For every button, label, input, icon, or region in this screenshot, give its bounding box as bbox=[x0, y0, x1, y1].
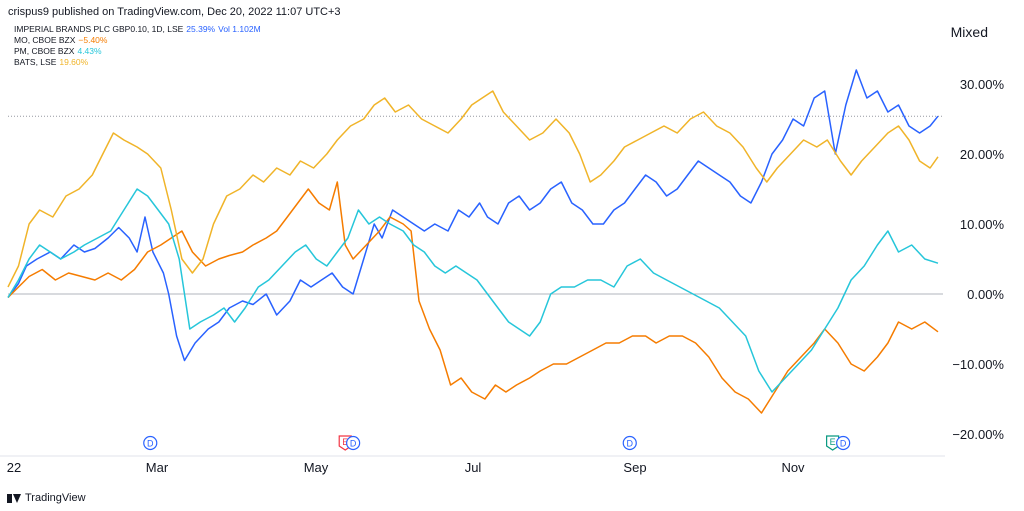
legend-row[interactable]: MO, CBOE BZX −5.40% bbox=[14, 35, 261, 46]
x-tick-label: May bbox=[304, 460, 329, 475]
dividend-icon bbox=[836, 435, 851, 451]
marker-label: D bbox=[350, 439, 357, 449]
legend-row[interactable]: BATS, LSE 19.60% bbox=[14, 57, 261, 68]
dividend-icon bbox=[622, 435, 637, 451]
x-tick-label: Sep bbox=[623, 460, 646, 475]
marker-label: E bbox=[830, 437, 836, 447]
scale-mode-label[interactable]: Mixed bbox=[950, 24, 988, 40]
legend-label: MO, CBOE BZX bbox=[14, 35, 76, 45]
x-tick-label: Mar bbox=[146, 460, 169, 475]
dividend-marker[interactable]: D bbox=[622, 435, 637, 451]
marker-label: D bbox=[147, 439, 154, 449]
legend-label: BATS, LSE bbox=[14, 57, 57, 67]
x-tick-label: Nov bbox=[781, 460, 805, 475]
legend-row[interactable]: PM, CBOE BZX 4.43% bbox=[14, 46, 261, 57]
y-tick-label: 10.00% bbox=[960, 217, 1005, 232]
y-tick-label: −10.00% bbox=[952, 357, 1004, 372]
legend-volume: Vol 1.102M bbox=[218, 24, 261, 34]
tradingview-logo-icon bbox=[7, 493, 21, 503]
marker-label: E bbox=[342, 437, 348, 447]
y-tick-label: 0.00% bbox=[967, 287, 1004, 302]
legend: IMPERIAL BRANDS PLC GBP0.10, 1D, LSE 25.3… bbox=[14, 24, 261, 68]
dividend-marker[interactable]: D bbox=[143, 435, 158, 451]
legend-value: 4.43% bbox=[77, 46, 102, 56]
legend-label: PM, CBOE BZX bbox=[14, 46, 75, 56]
legend-value: 19.60% bbox=[59, 57, 89, 67]
series-line-0 bbox=[7, 69, 939, 362]
footer-brand[interactable]: TradingView bbox=[7, 492, 86, 504]
legend-value: −5.40% bbox=[78, 35, 108, 45]
legend-value: 25.39% bbox=[186, 24, 216, 34]
publish-header: crispus9 published on TradingView.com, D… bbox=[8, 6, 341, 18]
earnings-marker[interactable]: E bbox=[826, 435, 840, 451]
legend-row[interactable]: IMPERIAL BRANDS PLC GBP0.10, 1D, LSE 25.3… bbox=[14, 24, 261, 35]
x-tick-label: 22 bbox=[7, 460, 21, 475]
dividend-marker[interactable]: D bbox=[346, 435, 361, 451]
y-tick-label: 20.00% bbox=[960, 147, 1005, 162]
series-line-2 bbox=[7, 188, 939, 393]
dividend-icon bbox=[346, 435, 361, 451]
legend-label: IMPERIAL BRANDS PLC GBP0.10, 1D, LSE bbox=[14, 24, 184, 34]
series-line-3 bbox=[7, 90, 939, 288]
y-tick-label: 30.00% bbox=[960, 77, 1005, 92]
marker-label: D bbox=[627, 439, 634, 449]
y-tick-label: −20.00% bbox=[952, 427, 1004, 442]
marker-label: D bbox=[840, 439, 847, 449]
dividend-icon bbox=[143, 435, 158, 451]
earnings-icon bbox=[826, 435, 840, 451]
dividend-marker[interactable]: D bbox=[836, 435, 851, 451]
footer-brand-label: TradingView bbox=[25, 492, 86, 504]
x-tick-label: Jul bbox=[465, 460, 482, 475]
series-line-1 bbox=[7, 181, 939, 414]
